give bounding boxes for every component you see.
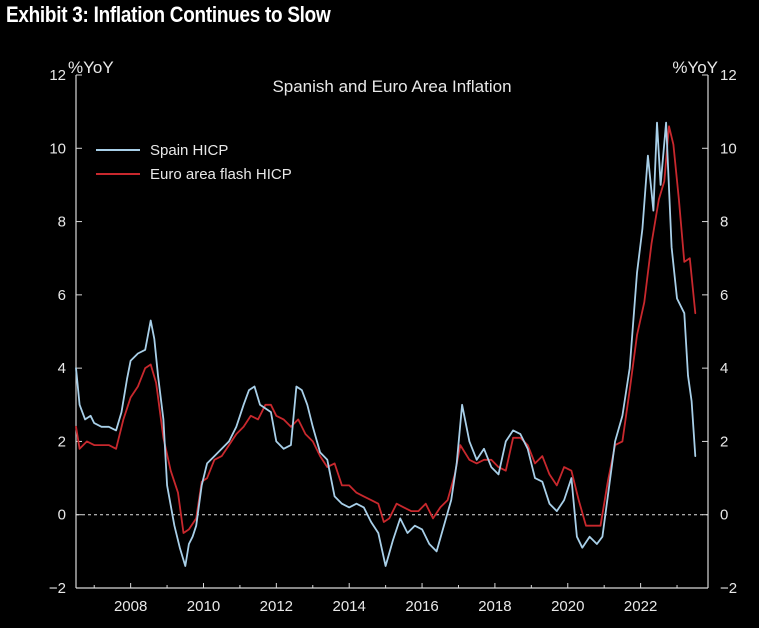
left-y-tick-label: 12 <box>49 67 66 84</box>
right-y-tick-label: 12 <box>720 67 737 84</box>
x-tick-label: 2010 <box>187 598 220 615</box>
x-tick-label: 2012 <box>260 598 293 615</box>
x-tick-label: 2022 <box>624 598 657 615</box>
exhibit-title: Exhibit 3: Inflation Continues to Slow <box>6 2 331 27</box>
left-y-tick-label: 10 <box>49 140 66 157</box>
series-line-spain-hicp <box>75 121 697 567</box>
x-tick-label: 2008 <box>114 598 147 615</box>
right-y-tick-label: 10 <box>720 140 737 157</box>
x-tick-label: 2014 <box>333 598 366 615</box>
right-y-tick-label: 6 <box>720 287 728 304</box>
legend-label-spain-hicp: Spain HICP <box>150 142 228 159</box>
right-y-tick-label: 0 <box>720 507 728 524</box>
left-y-tick-label: −2 <box>49 580 66 597</box>
left-unit-label: %YoY <box>68 58 114 77</box>
x-tick-label: 2018 <box>478 598 511 615</box>
left-y-tick-label: 2 <box>58 433 66 450</box>
legend-label-euro-area-hicp: Euro area flash HICP <box>150 166 292 183</box>
right-y-tick-label: 2 <box>720 433 728 450</box>
chart-title: Spanish and Euro Area Inflation <box>272 77 511 96</box>
x-tick-label: 2016 <box>405 598 438 615</box>
left-y-tick-label: 8 <box>58 214 66 231</box>
right-y-tick-label: 8 <box>720 214 728 231</box>
right-y-tick-label: 4 <box>720 360 728 377</box>
series-line-euro-area-hicp <box>75 125 697 534</box>
left-y-tick-label: 6 <box>58 287 66 304</box>
right-unit-label: %YoY <box>672 58 718 77</box>
right-y-tick-label: −2 <box>720 580 737 597</box>
left-y-tick-label: 0 <box>58 507 66 524</box>
x-tick-label: 2020 <box>551 598 584 615</box>
left-y-tick-label: 4 <box>58 360 66 377</box>
